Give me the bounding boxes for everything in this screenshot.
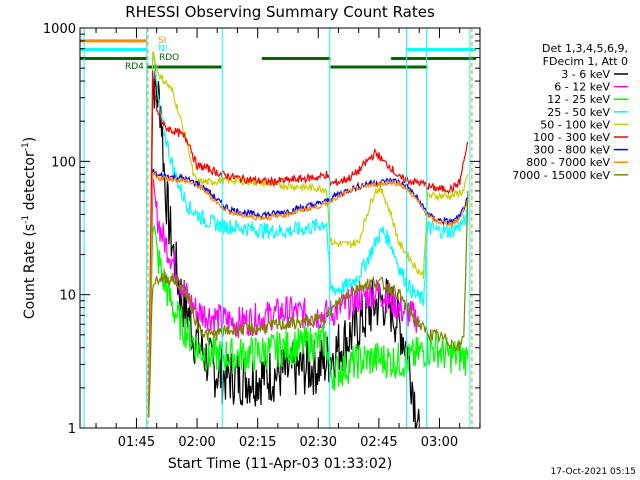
series-layer <box>148 51 469 429</box>
x-axis: 01:45 02:00 02:15 02:30 02:45 03:00 <box>95 28 481 450</box>
legend-label-300-800-kev: 300 - 800 keV <box>533 144 610 157</box>
footer-timestamp: 17-Oct-2021 05:15 <box>551 467 636 477</box>
series-100-300-kev <box>148 70 469 418</box>
legend-label-6-12-kev: 6 - 12 keV <box>554 81 610 94</box>
x-tick-label: 02:30 <box>300 435 337 450</box>
series-25-50-kev <box>148 54 469 418</box>
series-3-6-kev <box>148 64 420 429</box>
legend-label-50-100-kev: 50 - 100 keV <box>540 118 610 131</box>
state-label-ni: NI <box>158 44 167 54</box>
legend-header-line: Det 1,3,4,5,6,9, <box>542 42 628 55</box>
state-label-rdo: RDO <box>159 53 179 63</box>
legend-label-12-25-kev: 12 - 25 keV <box>547 93 610 106</box>
legend-label-7000-15000-kev: 7000 - 15000 keV <box>512 169 610 182</box>
state-label-rd4: RD4 <box>125 62 144 72</box>
series-7000-15000-kev <box>148 190 469 418</box>
series-12-25-kev <box>148 225 469 418</box>
x-tick-label: 02:45 <box>360 435 397 450</box>
y-tick-label: 100 <box>51 155 76 170</box>
x-tick-label: 03:00 <box>421 435 458 450</box>
x-tick-label: 01:45 <box>118 435 155 450</box>
y-tick-label: 1 <box>68 422 76 437</box>
state-label-si: SI <box>158 36 166 46</box>
chart-title: RHESSI Observing Summary Count Rates <box>125 3 435 21</box>
y-axis-label: Count Rate (s-1 detector-1) <box>21 137 38 319</box>
series-800-7000-kev <box>148 171 469 418</box>
legend-label-25-50-kev: 25 - 50 keV <box>547 106 610 119</box>
series-50-100-kev <box>148 51 469 418</box>
x-tick-label: 02:00 <box>178 435 215 450</box>
x-tick-label: 02:15 <box>239 435 276 450</box>
plot-frame <box>79 27 481 429</box>
legend: Det 1,3,4,5,6,9,FDecim 1, Att 03 - 6 keV… <box>512 42 628 182</box>
legend-label-100-300-kev: 100 - 300 keV <box>533 131 610 144</box>
y-tick-label: 10 <box>59 289 76 304</box>
y-axis: 1 10 100 1000 <box>43 22 480 437</box>
legend-header-line: FDecim 1, Att 0 <box>543 55 628 68</box>
x-axis-label: Start Time (11-Apr-03 01:33:02) <box>168 456 392 472</box>
y-tick-label: 1000 <box>43 22 76 37</box>
legend-label-800-7000-kev: 800 - 7000 keV <box>526 156 610 169</box>
vertical-markers <box>83 28 473 428</box>
legend-label-3-6-kev: 3 - 6 keV <box>561 68 610 81</box>
